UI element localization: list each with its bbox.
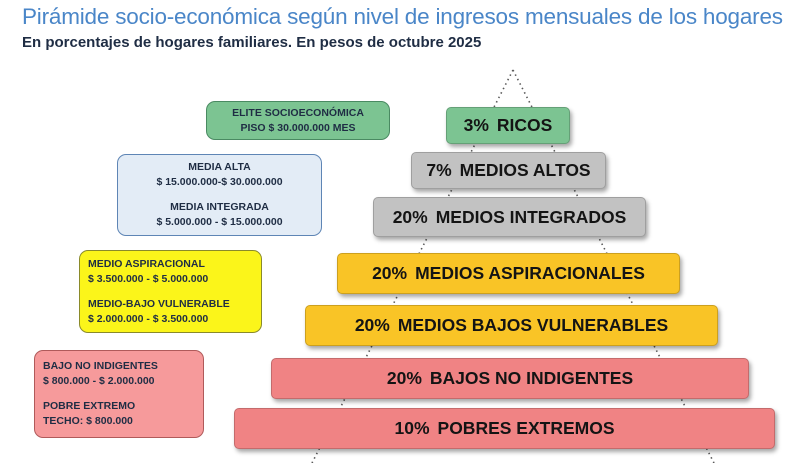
- bar-value-label: 10%: [394, 418, 430, 438]
- income-box-elite: ELITE SOCIOECONÓMICA PISO $ 30.000.000 M…: [206, 101, 390, 140]
- income-box-line: $ 15.000.000-$ 30.000.000: [156, 176, 283, 188]
- income-box-bajo: BAJO NO INDIGENTES $ 800.000 - $ 2.000.0…: [34, 350, 204, 438]
- bar-bajos-no-indigentes: 20% BAJOS NO INDIGENTES: [271, 358, 749, 399]
- bar-ricos: 3% RICOS: [446, 107, 570, 144]
- bar-category-label: BAJOS NO INDIGENTES: [429, 368, 634, 388]
- bar-value-label: 3%: [463, 115, 489, 135]
- income-box-line: TECHO: $ 800.000: [43, 415, 133, 427]
- bar-value-label: 7%: [426, 160, 452, 180]
- bar-category-label: RICOS: [496, 115, 553, 135]
- chart-title: Pirámide socio-económica según nivel de …: [22, 4, 783, 29]
- income-box-line: POBRE EXTREMO: [43, 400, 136, 412]
- bar-medios-integrados: 20% MEDIOS INTEGRADOS: [373, 197, 646, 237]
- income-box-medio-bajo: MEDIO ASPIRACIONAL $ 3.500.000 - $ 5.000…: [79, 250, 262, 333]
- bar-category-label: MEDIOS ALTOS: [459, 160, 591, 180]
- income-box-line: MEDIO-BAJO VULNERABLE: [88, 297, 230, 310]
- bar-value-label: 20%: [392, 206, 428, 227]
- bar-medios-aspiracionales: 20% MEDIOS ASPIRACIONALES: [337, 253, 680, 294]
- bar-category-label: POBRES EXTREMOS: [437, 418, 615, 438]
- income-box-line: MEDIO ASPIRACIONAL: [88, 257, 205, 270]
- income-box-line: ELITE SOCIOECONÓMICA: [232, 106, 364, 119]
- bar-category-label: MEDIOS ASPIRACIONALES: [415, 263, 645, 283]
- bar-pobres-extremos: 10% POBRES EXTREMOS: [234, 408, 775, 449]
- income-box-media: MEDIA ALTA $ 15.000.000-$ 30.000.000 MED…: [117, 154, 322, 236]
- income-box-line: $ 800.000 - $ 2.000.000: [43, 375, 155, 387]
- income-box-line: PISO $ 30.000.000 MES: [240, 121, 356, 134]
- bar-value-label: 20%: [372, 263, 408, 283]
- bar-category-label: MEDIOS INTEGRADOS: [435, 206, 627, 227]
- income-box-line: $ 2.000.000 - $ 3.500.000: [88, 312, 209, 325]
- income-box-line: MEDIA ALTA: [188, 161, 251, 173]
- income-box-line: $ 5.000.000 - $ 15.000.000: [156, 216, 283, 228]
- bar-value-label: 20%: [386, 368, 422, 388]
- bar-category-label: MEDIOS BAJOS VULNERABLES: [397, 315, 669, 335]
- income-box-line: MEDIA INTEGRADA: [170, 201, 269, 213]
- bar-value-label: 20%: [354, 315, 390, 335]
- income-box-line: $ 3.500.000 - $ 5.000.000: [88, 272, 209, 285]
- bar-medios-bajos-vulnerables: 20% MEDIOS BAJOS VULNERABLES: [305, 305, 718, 346]
- income-box-line: BAJO NO INDIGENTES: [43, 360, 158, 372]
- chart-subtitle: En porcentajes de hogares familiares. En…: [22, 34, 482, 51]
- bar-medios-altos: 7% MEDIOS ALTOS: [411, 152, 606, 189]
